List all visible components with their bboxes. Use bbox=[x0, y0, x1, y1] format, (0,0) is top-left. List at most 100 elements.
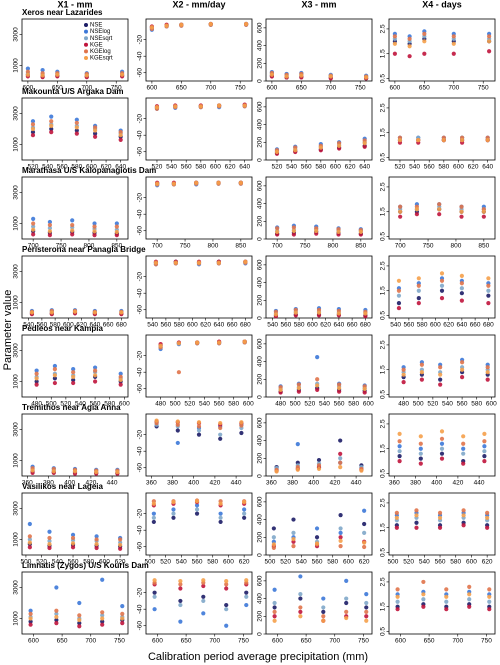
x-tick-label: 800 bbox=[84, 243, 95, 250]
x-tick-label: 650 bbox=[424, 638, 435, 645]
point bbox=[49, 114, 54, 119]
y-tick-label: 2.5 bbox=[380, 419, 387, 428]
legend-label: KGE bbox=[90, 42, 103, 48]
point bbox=[175, 440, 180, 446]
x-tick-label: 440 bbox=[351, 480, 362, 487]
point bbox=[47, 226, 52, 231]
point bbox=[295, 467, 300, 472]
x-tick-label: 650 bbox=[176, 85, 187, 92]
point bbox=[30, 133, 36, 138]
y-tick-label: 600 bbox=[257, 101, 264, 112]
legend-marker bbox=[84, 36, 88, 41]
point bbox=[49, 130, 54, 135]
point bbox=[396, 301, 402, 306]
y-tick-label: 3000 bbox=[13, 343, 20, 358]
point bbox=[314, 535, 320, 540]
point bbox=[171, 511, 176, 516]
x-tick-label: 700 bbox=[395, 243, 406, 250]
x-tick-label: 580 bbox=[294, 322, 305, 329]
y-tick-label: 3000 bbox=[13, 185, 20, 200]
point bbox=[358, 229, 363, 235]
point bbox=[407, 54, 412, 59]
point bbox=[439, 278, 445, 283]
x-tick-label: 620 bbox=[225, 164, 236, 171]
x-tick-label: 540 bbox=[267, 322, 278, 329]
y-tick-label: 1000 bbox=[13, 58, 20, 73]
point bbox=[461, 513, 466, 518]
point bbox=[151, 511, 156, 516]
x-tick-label: 560 bbox=[36, 322, 47, 329]
y-tick-label: -40 bbox=[137, 367, 144, 377]
x-tick-label: 520 bbox=[403, 559, 414, 566]
plot-frame bbox=[21, 255, 129, 319]
y-tick-label: 600 bbox=[257, 575, 264, 586]
column-title: X2 - mm/day bbox=[172, 0, 225, 9]
point bbox=[418, 446, 423, 451]
point bbox=[444, 607, 449, 612]
point bbox=[291, 225, 296, 230]
point bbox=[158, 343, 163, 348]
point bbox=[179, 22, 184, 27]
x-tick-label: 640 bbox=[89, 322, 100, 329]
point bbox=[70, 218, 75, 223]
point bbox=[77, 600, 82, 606]
point bbox=[54, 585, 59, 590]
point bbox=[70, 232, 75, 237]
point bbox=[194, 499, 200, 504]
point bbox=[92, 224, 97, 229]
x-tick-label: 660 bbox=[470, 322, 481, 329]
plot-frame bbox=[145, 97, 253, 161]
point bbox=[242, 515, 247, 520]
point bbox=[242, 507, 247, 512]
point bbox=[118, 537, 123, 542]
point bbox=[344, 596, 349, 601]
x-tick-label: 400 bbox=[64, 480, 75, 487]
point bbox=[171, 181, 176, 186]
point bbox=[271, 526, 276, 531]
legend-label: NSElog bbox=[90, 29, 110, 35]
point bbox=[397, 454, 402, 459]
point bbox=[194, 503, 200, 508]
point bbox=[397, 431, 402, 436]
x-tick-label: 360 bbox=[389, 480, 400, 487]
point bbox=[72, 309, 78, 314]
point bbox=[34, 379, 39, 384]
point bbox=[363, 311, 368, 316]
point bbox=[338, 544, 343, 549]
point bbox=[486, 288, 491, 293]
point bbox=[439, 441, 445, 446]
point bbox=[362, 144, 367, 149]
x-tick-label: 650 bbox=[296, 85, 307, 92]
point bbox=[224, 578, 229, 584]
point bbox=[201, 611, 206, 616]
x-tick-label: 750 bbox=[111, 85, 122, 92]
point bbox=[459, 298, 464, 303]
y-tick-label: -40 bbox=[137, 130, 144, 140]
point bbox=[74, 128, 79, 133]
x-tick-label: 600 bbox=[119, 401, 130, 408]
point bbox=[274, 469, 279, 474]
y-tick-label: 600 bbox=[257, 417, 264, 428]
x-tick-label: 680 bbox=[116, 322, 127, 329]
point bbox=[275, 229, 280, 235]
x-tick-label: 420 bbox=[452, 480, 463, 487]
point bbox=[414, 207, 419, 212]
y-tick-label: 0.5 bbox=[380, 469, 387, 478]
point bbox=[120, 621, 125, 626]
point bbox=[487, 49, 492, 54]
point bbox=[338, 538, 343, 543]
x-tick-label: 540 bbox=[42, 164, 53, 171]
point bbox=[52, 367, 57, 372]
point bbox=[49, 310, 54, 315]
y-tick-label: 1.5 bbox=[380, 365, 387, 374]
x-tick-label: 600 bbox=[453, 164, 464, 171]
x-tick-label: 600 bbox=[307, 322, 318, 329]
point bbox=[54, 621, 59, 626]
point bbox=[243, 259, 248, 264]
point bbox=[295, 442, 300, 447]
x-tick-label: 700 bbox=[205, 85, 216, 92]
x-tick-label: 700 bbox=[209, 638, 220, 645]
x-tick-label: 750 bbox=[423, 243, 434, 250]
plot-frame bbox=[21, 18, 129, 82]
x-tick-label: 620 bbox=[345, 164, 356, 171]
